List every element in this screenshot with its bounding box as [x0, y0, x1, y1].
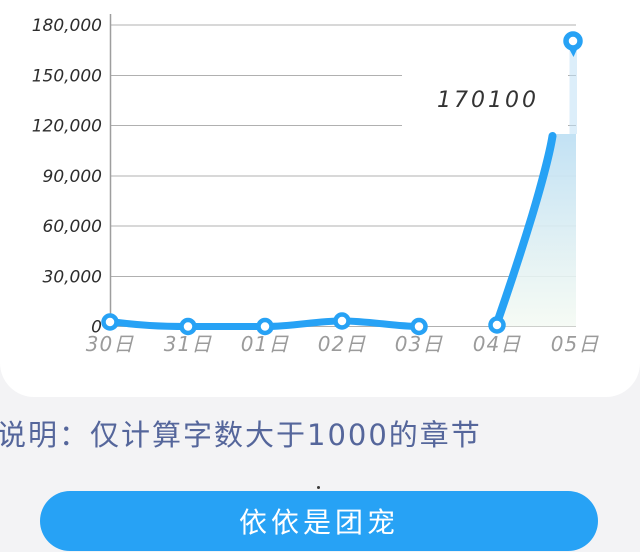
series-line-spike [493, 132, 557, 327]
data-point-markers [101, 312, 506, 336]
y-tick-30000: 30,000 [43, 268, 102, 288]
x-tick-01: 01日 [241, 332, 289, 356]
marker-02[interactable] [333, 312, 351, 330]
x-tick-05: 05日 [551, 332, 599, 356]
spike-area-fill [497, 134, 576, 327]
marker-31[interactable] [179, 317, 197, 336]
x-tick-04: 04日 [473, 332, 521, 356]
y-axis-labels: 180,000 150,000 120,000 90,000 60,000 30… [32, 16, 102, 338]
word-count-line-chart: 180,000 150,000 120,000 90,000 60,000 30… [32, 14, 599, 356]
y-tick-60000: 60,000 [43, 217, 102, 237]
marker-01[interactable] [256, 317, 274, 336]
book-title-button-label: 依依是团宠 [238, 506, 399, 539]
marker-30[interactable] [101, 313, 119, 331]
marker-04[interactable] [488, 316, 506, 334]
book-title-button[interactable]: 依依是团宠 [40, 491, 598, 551]
annotation-value-label: 170100 [437, 88, 539, 113]
x-tick-02: 02日 [318, 332, 366, 356]
annotation-background [402, 57, 568, 131]
y-tick-0: 0 [91, 318, 102, 338]
x-axis-labels: 30日 31日 01日 02日 03日 04日 05日 [86, 332, 599, 356]
marker-05-pin[interactable] [563, 31, 583, 57]
marker-03[interactable] [410, 317, 428, 336]
y-tick-90000: 90,000 [43, 167, 102, 187]
small-dot-artifact [317, 486, 320, 489]
spike-connector-column [569, 49, 577, 134]
x-tick-30: 30日 [86, 332, 134, 356]
chart-footnote: 说明：仅计算字数大于1000的章节 [0, 418, 482, 452]
x-tick-03: 03日 [395, 332, 443, 356]
chart-card: 180,000 150,000 120,000 90,000 60,000 30… [0, 0, 640, 397]
y-tick-180000: 180,000 [32, 16, 102, 36]
y-tick-150000: 150,000 [32, 67, 102, 87]
x-tick-31: 31日 [164, 332, 212, 356]
y-tick-120000: 120,000 [32, 117, 102, 137]
